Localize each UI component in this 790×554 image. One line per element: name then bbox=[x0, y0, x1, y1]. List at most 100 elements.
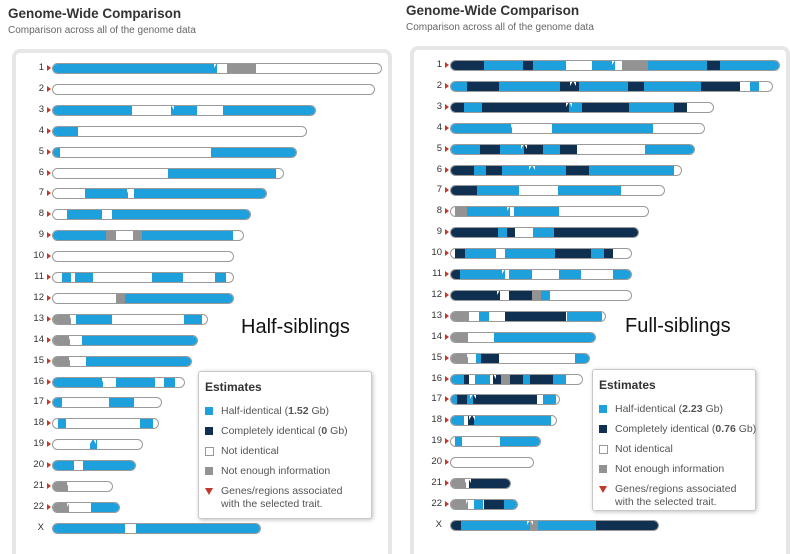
chromosome-bar[interactable] bbox=[450, 80, 773, 92]
chromosome-16[interactable]: 16 bbox=[20, 376, 380, 388]
chromosome-x[interactable]: X bbox=[20, 522, 380, 534]
chromosome-bar[interactable] bbox=[52, 188, 267, 200]
chromosome-bar[interactable] bbox=[450, 373, 583, 385]
chromosome-bar[interactable] bbox=[450, 457, 534, 469]
chromosome-7[interactable]: 7 bbox=[20, 187, 380, 200]
trait-marker-icon bbox=[47, 190, 51, 197]
chromosome-14[interactable]: 14 bbox=[20, 334, 380, 346]
chromosome-20[interactable]: 20 bbox=[418, 456, 778, 469]
chromosome-bar[interactable] bbox=[450, 352, 590, 364]
chromosome-bar[interactable] bbox=[52, 83, 375, 95]
chromosome-bar[interactable] bbox=[52, 376, 185, 388]
chromosome-bar[interactable] bbox=[450, 122, 705, 134]
chromosome-bar[interactable] bbox=[52, 104, 316, 116]
chromosome-13[interactable]: 13 bbox=[20, 313, 380, 325]
chromosome-bar[interactable] bbox=[52, 481, 113, 492]
chromosome-bar[interactable] bbox=[52, 355, 192, 367]
chromosome-3[interactable]: 3 bbox=[418, 101, 778, 113]
chromosome-bar[interactable] bbox=[52, 272, 234, 283]
chromosome-bar[interactable] bbox=[52, 397, 162, 409]
chromosome-8[interactable]: 8 bbox=[20, 208, 380, 221]
chromosome-bar[interactable] bbox=[52, 292, 234, 304]
chromosome-bar[interactable] bbox=[450, 498, 518, 510]
chromosome-bar[interactable] bbox=[450, 185, 665, 197]
chromosome-bar[interactable] bbox=[450, 331, 596, 343]
chromosome-18[interactable]: 18 bbox=[418, 414, 778, 427]
segment-half bbox=[553, 374, 567, 384]
chromosome-bar[interactable] bbox=[450, 436, 541, 448]
chromosome-bar[interactable] bbox=[450, 310, 606, 322]
chromosome-15[interactable]: 15 bbox=[418, 352, 778, 364]
chromosome-label: 21 bbox=[431, 477, 442, 488]
chromosome-bar[interactable] bbox=[52, 522, 261, 534]
chromosome-21[interactable]: 21 bbox=[20, 480, 380, 492]
chromosome-bar[interactable] bbox=[450, 519, 659, 531]
chromosome-5[interactable]: 5 bbox=[418, 143, 778, 155]
centromere bbox=[69, 356, 76, 366]
chromosome-bar[interactable] bbox=[450, 60, 780, 71]
chromosome-7[interactable]: 7 bbox=[418, 184, 778, 197]
legend-swatch-half bbox=[205, 407, 213, 415]
chromosome-1[interactable]: 1 bbox=[418, 59, 780, 71]
chromosome-18[interactable]: 18 bbox=[20, 417, 380, 430]
chromosome-9[interactable]: 9 bbox=[20, 229, 380, 242]
chromosome-bar[interactable] bbox=[52, 460, 136, 472]
chromosome-15[interactable]: 15 bbox=[20, 355, 380, 367]
chromosome-bar[interactable] bbox=[450, 478, 511, 489]
chromosome-10[interactable]: 10 bbox=[418, 247, 778, 260]
segment-half bbox=[474, 374, 491, 384]
chromosome-bar[interactable] bbox=[52, 418, 159, 430]
chromosome-bar[interactable] bbox=[52, 439, 143, 451]
chromosome-8[interactable]: 8 bbox=[418, 205, 778, 218]
chromosome-20[interactable]: 20 bbox=[20, 459, 380, 472]
chromosome-bar[interactable] bbox=[52, 167, 284, 179]
chromosome-4[interactable]: 4 bbox=[20, 125, 380, 137]
chromosome-3[interactable]: 3 bbox=[20, 104, 380, 116]
chromosome-bar[interactable] bbox=[450, 248, 632, 260]
chromosome-bar[interactable] bbox=[52, 125, 307, 137]
chromosome-22[interactable]: 22 bbox=[418, 498, 778, 510]
chromosome-2[interactable]: 2 bbox=[20, 83, 380, 95]
chromosome-bar[interactable] bbox=[52, 230, 244, 242]
chromosome-bar[interactable] bbox=[52, 501, 120, 513]
chromosome-2[interactable]: 2 bbox=[418, 80, 778, 92]
chromosome-bar[interactable] bbox=[450, 143, 695, 155]
chromosome-17[interactable]: 17 bbox=[418, 393, 778, 406]
chromosome-19[interactable]: 19 bbox=[418, 435, 778, 448]
chromosome-5[interactable]: 5 bbox=[20, 146, 380, 158]
chromosome-17[interactable]: 17 bbox=[20, 396, 380, 409]
chromosome-bar[interactable] bbox=[52, 334, 198, 346]
legend-item-noinfo: Not enough information bbox=[205, 465, 365, 479]
chromosome-1[interactable]: 1 bbox=[20, 62, 382, 74]
chromosome-9[interactable]: 9 bbox=[418, 226, 778, 239]
chromosome-bar[interactable] bbox=[450, 101, 714, 113]
chromosome-14[interactable]: 14 bbox=[418, 331, 778, 343]
chromosome-bar[interactable] bbox=[52, 63, 382, 74]
chromosome-11[interactable]: 11 bbox=[20, 271, 380, 283]
chromosome-bar[interactable] bbox=[52, 313, 208, 325]
chromosome-bar[interactable] bbox=[450, 206, 649, 218]
chromosome-bar[interactable] bbox=[52, 251, 234, 263]
chromosome-11[interactable]: 11 bbox=[418, 268, 778, 280]
chromosome-bar[interactable] bbox=[450, 227, 639, 239]
chromosome-bar[interactable] bbox=[450, 415, 557, 427]
chromosome-22[interactable]: 22 bbox=[20, 501, 380, 513]
chromosome-12[interactable]: 12 bbox=[20, 292, 380, 304]
chromosome-bar[interactable] bbox=[450, 394, 560, 406]
relationship-label: Full-siblings bbox=[625, 315, 731, 337]
chromosome-bar[interactable] bbox=[450, 269, 632, 280]
chromosome-12[interactable]: 12 bbox=[418, 289, 778, 301]
chromosome-16[interactable]: 16 bbox=[418, 373, 778, 385]
chromosome-x[interactable]: X bbox=[418, 519, 778, 531]
chromosome-21[interactable]: 21 bbox=[418, 477, 778, 489]
chromosome-bar[interactable] bbox=[450, 164, 682, 176]
chromosome-bar[interactable] bbox=[52, 146, 297, 158]
chromosome-bar[interactable] bbox=[450, 289, 632, 301]
chromosome-13[interactable]: 13 bbox=[418, 310, 778, 322]
chromosome-6[interactable]: 6 bbox=[418, 164, 778, 176]
chromosome-bar[interactable] bbox=[52, 209, 251, 221]
chromosome-4[interactable]: 4 bbox=[418, 122, 778, 134]
chromosome-10[interactable]: 10 bbox=[20, 250, 380, 263]
chromosome-19[interactable]: 19 bbox=[20, 438, 380, 451]
chromosome-6[interactable]: 6 bbox=[20, 167, 380, 179]
